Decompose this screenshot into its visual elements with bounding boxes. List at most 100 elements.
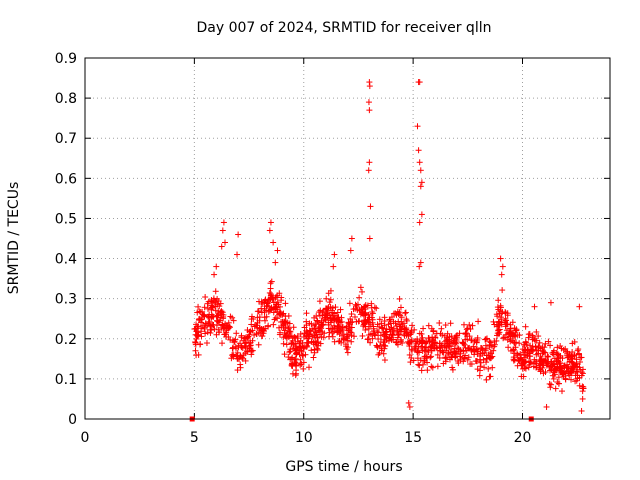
scatter-point bbox=[536, 339, 543, 346]
scatter-point bbox=[276, 324, 283, 331]
scatter-point bbox=[314, 317, 321, 324]
scatter-point bbox=[464, 325, 471, 332]
x-axis-label: GPS time / hours bbox=[285, 459, 402, 475]
scatter-point bbox=[477, 345, 484, 352]
scatter-point bbox=[360, 323, 367, 330]
scatter-point bbox=[374, 343, 381, 350]
scatter-point bbox=[316, 298, 323, 305]
scatter-point bbox=[348, 329, 355, 336]
scatter-point bbox=[223, 329, 230, 336]
scatter-point bbox=[351, 333, 358, 340]
scatter-point bbox=[505, 344, 512, 351]
scatter-point bbox=[356, 318, 363, 325]
scatter-point bbox=[430, 337, 437, 344]
scatter-point bbox=[497, 307, 504, 314]
scatter-point bbox=[452, 340, 459, 347]
scatter-point bbox=[268, 278, 275, 285]
outlier-point bbox=[415, 147, 422, 154]
scatter-point bbox=[436, 354, 443, 361]
scatter-point bbox=[525, 364, 532, 371]
scatter-point bbox=[575, 346, 582, 353]
scatter-point bbox=[290, 324, 297, 331]
scatter-point bbox=[338, 339, 345, 346]
scatter-point bbox=[513, 326, 520, 333]
scatter-point bbox=[358, 305, 365, 312]
y-axis-ticks: 0 0.1 0.2 0.3 0.4 0.5 0.6 0.7 0.8 0.9 bbox=[55, 51, 610, 428]
scatter-point bbox=[495, 297, 502, 304]
scatter-point bbox=[198, 333, 205, 340]
scatter-point bbox=[309, 333, 316, 340]
scatter-point bbox=[523, 341, 530, 348]
scatter-point bbox=[526, 358, 533, 365]
scatter-point bbox=[532, 343, 539, 350]
scatter-point bbox=[483, 345, 490, 352]
scatter-point bbox=[202, 320, 209, 327]
scatter-point bbox=[568, 376, 575, 383]
scatter-point bbox=[334, 309, 341, 316]
scatter-point bbox=[270, 321, 277, 328]
scatter-point bbox=[462, 336, 469, 343]
x-tick-label: 10 bbox=[295, 430, 313, 446]
scatter-point bbox=[380, 350, 387, 357]
scatter-point bbox=[204, 322, 211, 329]
scatter-point bbox=[423, 343, 430, 350]
scatter-point bbox=[293, 350, 300, 357]
scatter-point bbox=[286, 349, 293, 356]
scatter-point bbox=[475, 318, 482, 325]
scatter-point bbox=[550, 375, 557, 382]
outlier-point bbox=[366, 235, 373, 242]
scatter-point bbox=[254, 314, 261, 321]
scatter-point bbox=[300, 359, 307, 366]
scatter-point bbox=[496, 329, 503, 336]
scatter-point bbox=[514, 362, 521, 369]
outlier-point bbox=[497, 255, 504, 262]
scatter-point bbox=[254, 325, 261, 332]
scatter-point bbox=[461, 321, 468, 328]
outlier-point bbox=[235, 231, 242, 238]
scatter-point bbox=[215, 329, 222, 336]
scatter-point bbox=[396, 326, 403, 333]
scatter-point bbox=[451, 335, 458, 342]
scatter-point bbox=[398, 314, 405, 321]
scatter-point bbox=[300, 352, 307, 359]
scatter-point bbox=[550, 347, 557, 354]
scatter-point bbox=[261, 299, 268, 306]
scatter-point bbox=[348, 338, 355, 345]
scatter-point bbox=[198, 325, 205, 332]
scatter-point bbox=[359, 332, 366, 339]
scatter-point bbox=[428, 343, 435, 350]
scatter-point bbox=[390, 310, 397, 317]
scatter-point bbox=[207, 329, 214, 336]
scatter-point bbox=[215, 319, 222, 326]
scatter-point bbox=[550, 351, 557, 358]
scatter-point bbox=[474, 346, 481, 353]
scatter-point bbox=[192, 347, 199, 354]
scatter-point bbox=[353, 302, 360, 309]
scatter-point bbox=[338, 314, 345, 321]
scatter-point bbox=[364, 302, 371, 309]
scatter-point bbox=[208, 326, 215, 333]
scatter-point bbox=[562, 370, 569, 377]
scatter-point bbox=[312, 328, 319, 335]
scatter-point bbox=[375, 329, 382, 336]
scatter-point bbox=[488, 342, 495, 349]
scatter-point bbox=[366, 314, 373, 321]
scatter-point bbox=[547, 342, 554, 349]
scatter-point bbox=[460, 358, 467, 365]
scatter-point bbox=[460, 348, 467, 355]
scatter-point bbox=[211, 326, 218, 333]
scatter-point bbox=[231, 339, 238, 346]
scatter-point bbox=[200, 311, 207, 318]
scatter-point bbox=[463, 329, 470, 336]
scatter-point bbox=[429, 364, 436, 371]
scatter-point bbox=[248, 316, 255, 323]
scatter-point bbox=[533, 351, 540, 358]
scatter-point bbox=[283, 341, 290, 348]
scatter-point bbox=[367, 339, 374, 346]
scatter-point bbox=[290, 341, 297, 348]
scatter-point bbox=[418, 367, 425, 374]
scatter-point bbox=[255, 329, 262, 336]
scatter-point bbox=[457, 347, 464, 354]
scatter-point bbox=[308, 320, 315, 327]
